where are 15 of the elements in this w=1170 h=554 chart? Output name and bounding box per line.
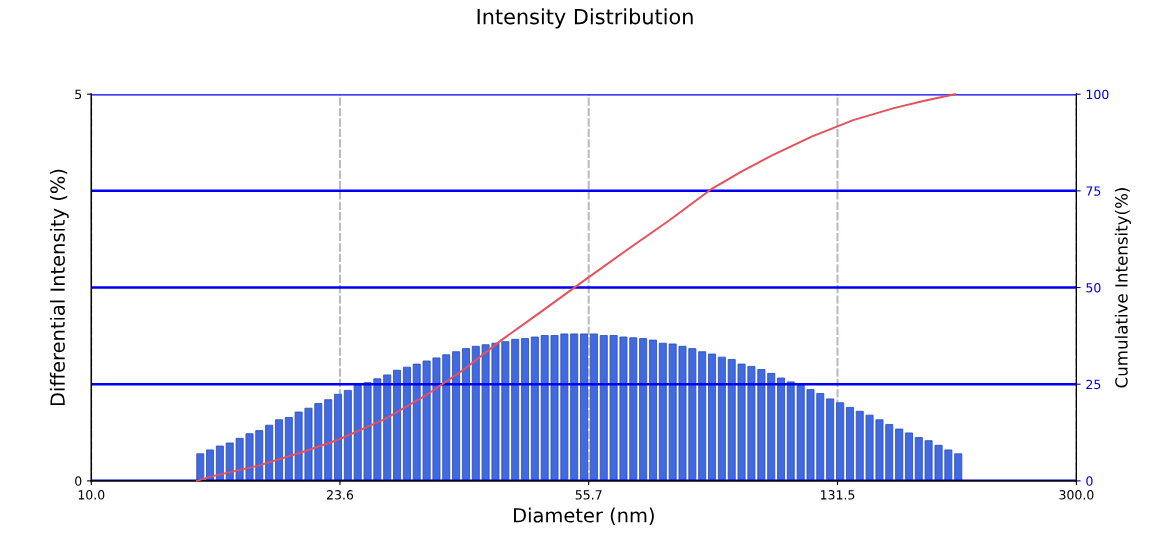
x-tick-label: 23.6 — [326, 490, 354, 500]
y2-tick-label: 50 — [1086, 283, 1101, 293]
y2-tick-label: 100 — [1086, 89, 1109, 100]
y2-tick-label: 75 — [1086, 186, 1101, 196]
x-axis-title: Diameter (nm) — [514, 507, 654, 525]
chart-title: Intensity Distribution — [477, 8, 693, 29]
x-tick-label: 10.0 — [78, 490, 105, 500]
y-tick-label: 5 — [75, 89, 82, 100]
x-tick-label: 131.5 — [820, 490, 855, 500]
y-axis-title: Differential Intensity (%) — [49, 169, 69, 406]
x-tick-label: 300.0 — [1059, 490, 1094, 500]
y2-axis-title: Cumulative Intensity(%) — [1114, 188, 1131, 388]
x-tick-label: 55.7 — [575, 490, 602, 500]
y2-tick-label: 0 — [1086, 476, 1093, 486]
y2-tick-label: 25 — [1086, 379, 1101, 390]
